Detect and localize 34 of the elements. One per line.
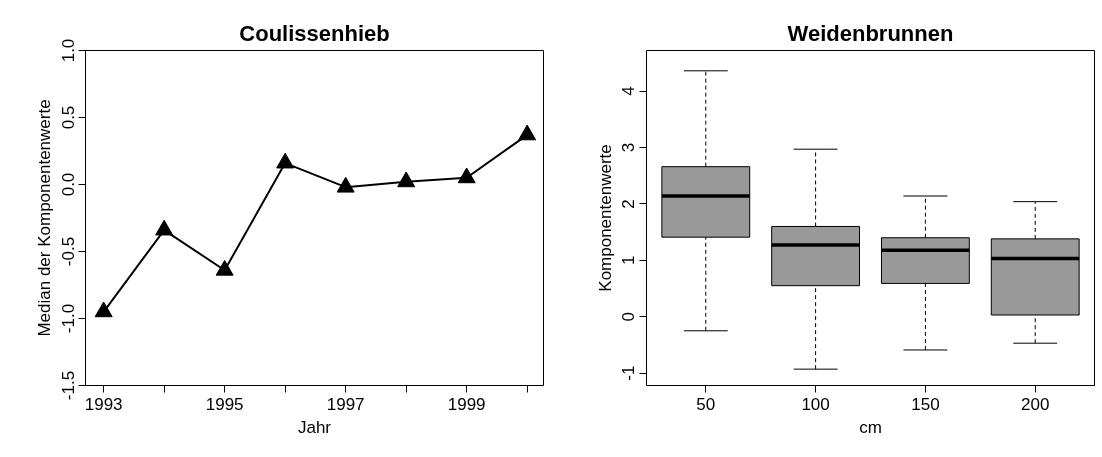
y-tick-label: -1 [619, 365, 639, 381]
y-tick-label: -1.0 [58, 303, 78, 334]
chart-title: Coulissenhieb [239, 20, 390, 46]
x-tick-label: 1999 [447, 394, 486, 414]
point [155, 219, 174, 236]
x-tick-label: 200 [1021, 394, 1050, 414]
y-axis-title: Median der Komponentenwerte [34, 99, 54, 337]
chart-title: Weidenbrunnen [787, 20, 954, 46]
point [276, 152, 295, 169]
x-tick-label: 150 [911, 394, 940, 414]
y-tick-label: -1.5 [58, 370, 78, 401]
point [518, 124, 537, 141]
point [336, 176, 355, 193]
point [397, 171, 416, 188]
point [94, 301, 113, 318]
y-axis-title: Komponentenwerte [595, 144, 615, 292]
x-tick-label: 1995 [205, 394, 244, 414]
x-axis-title: cm [859, 417, 882, 437]
y-tick-label: 0.5 [58, 105, 78, 130]
x-tick-label: 1993 [84, 394, 123, 414]
x-tick-label: 100 [801, 394, 830, 414]
point [215, 259, 234, 276]
point [457, 167, 476, 184]
y-tick-label: 2 [619, 199, 639, 209]
y-tick-label: 1 [619, 255, 639, 266]
y-tick-label: 3 [619, 142, 639, 153]
x-axis-title: Jahr [297, 417, 332, 437]
y-tick-label: 4 [619, 86, 639, 96]
x-tick-label: 1997 [326, 394, 365, 414]
y-tick-label: 0 [619, 311, 639, 322]
y-tick-label: 0.0 [58, 172, 78, 197]
y-tick-label: 1.0 [58, 38, 78, 63]
x-tick-label: 50 [696, 394, 716, 414]
y-tick-label: -0.5 [58, 236, 78, 267]
